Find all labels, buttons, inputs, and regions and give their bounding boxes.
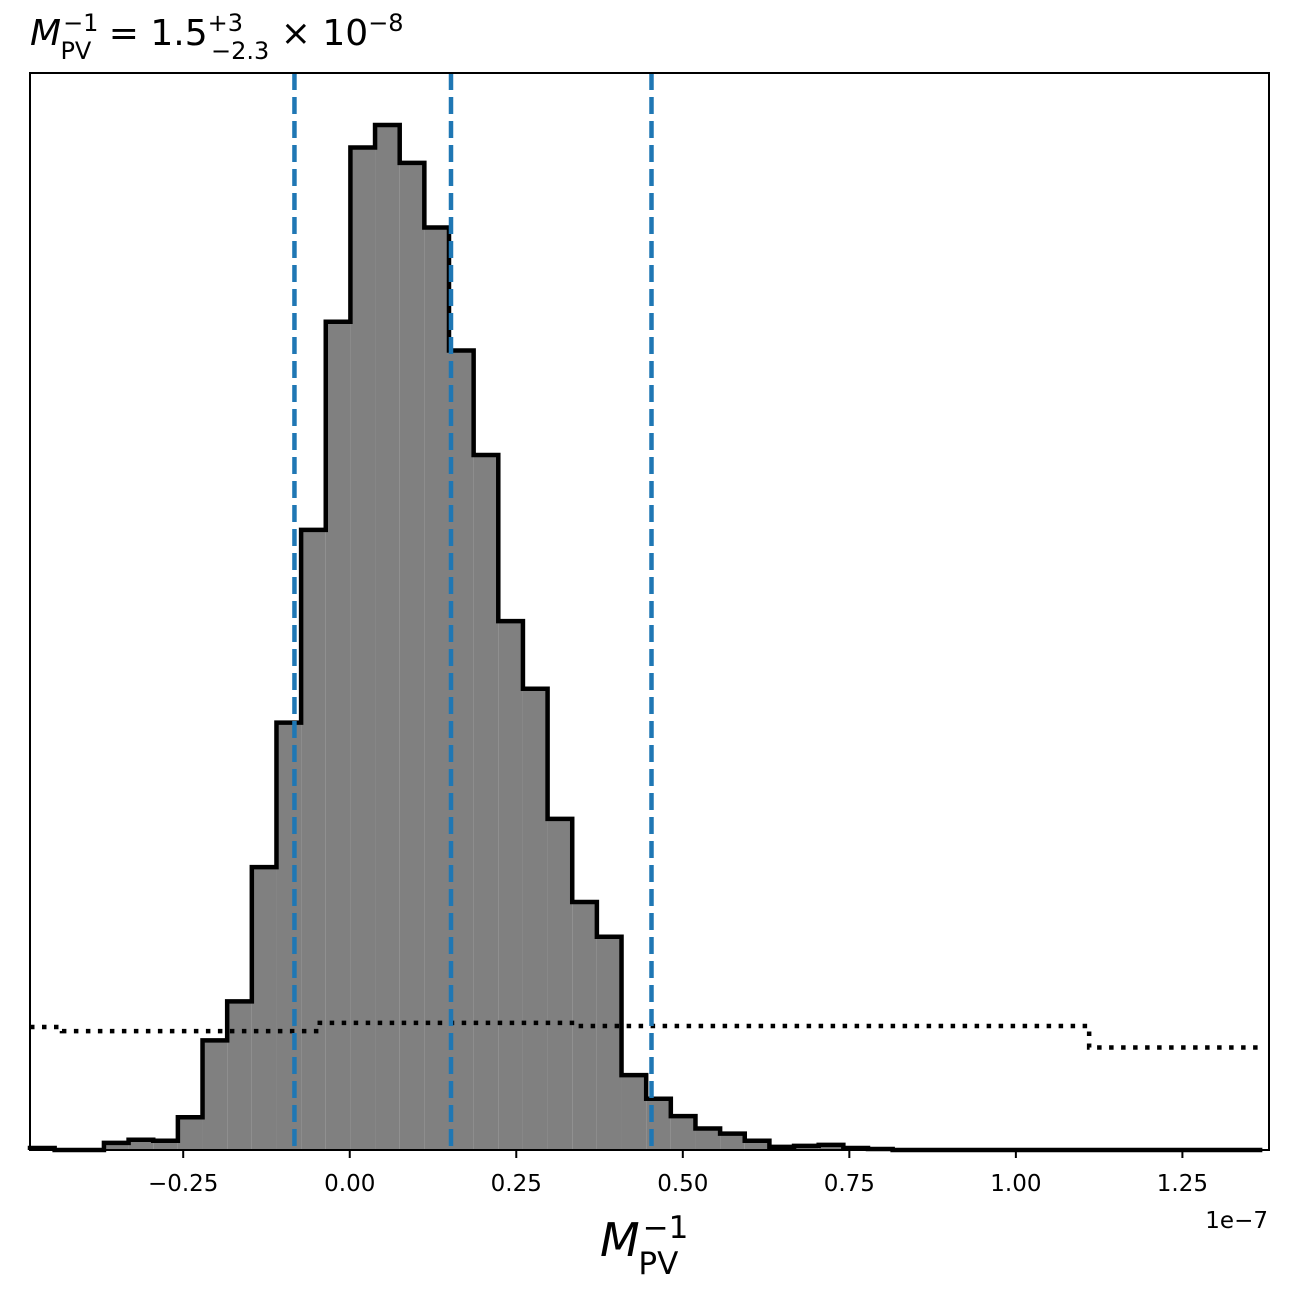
title-value: = 1.5 [97, 13, 207, 54]
prior-curve [30, 1020, 1263, 1050]
prior-line [30, 1020, 1263, 1050]
histogram-bar [325, 321, 351, 1150]
histogram-bar [720, 1133, 745, 1150]
title-symbol-sub: PV [60, 37, 91, 65]
histogram-bar [202, 1040, 228, 1150]
histogram-bar [473, 455, 499, 1150]
x-tick-label: 0.25 [491, 1171, 542, 1197]
x-tick-label: 0.75 [824, 1171, 875, 1197]
xlabel-symbol: M [600, 1213, 640, 1267]
plot-area [27, 72, 1270, 1153]
title-err-plus: +3 [208, 9, 243, 37]
xlabel-sub: PV [638, 1246, 678, 1282]
histogram-bar [547, 818, 573, 1150]
x-tick-label: −0.25 [148, 1171, 218, 1197]
chart-title: M−1 PV = 1.5+3 −2.3 × 10−8 [30, 9, 404, 65]
histogram-bar [399, 162, 425, 1151]
x-axis-ticks: −0.25 0.00 0.25 0.50 0.75 1.00 1.25 [148, 1150, 1208, 1197]
histogram-bar [424, 227, 449, 1150]
title-symbol: M [30, 13, 61, 54]
x-tick-label: 1.25 [1157, 1171, 1208, 1197]
histogram-bar [818, 1144, 844, 1150]
histogram-bar [350, 147, 376, 1151]
histogram-bar [695, 1128, 721, 1150]
title-times: × 10 [269, 13, 368, 54]
histogram-bar [227, 1001, 252, 1150]
histogram-bar [276, 722, 302, 1150]
histogram-bar [522, 688, 548, 1150]
histogram-bar [177, 1117, 203, 1150]
quantile-lines [292, 73, 654, 1150]
title-err-minus: −2.3 [211, 37, 269, 65]
histogram-bar [375, 125, 400, 1150]
histogram-bar [744, 1140, 770, 1150]
x-tick-label: 1.00 [990, 1171, 1041, 1197]
histogram-bar [251, 867, 277, 1150]
histogram-bar [153, 1140, 178, 1150]
histogram-bar [670, 1116, 696, 1150]
histogram-bar [128, 1139, 154, 1150]
xlabel-sup: −1 [643, 1210, 689, 1246]
x-offset-label: 1e−7 [1205, 1208, 1268, 1234]
x-axis-label: M−1 PV [600, 1210, 688, 1282]
histogram-bar [621, 1075, 647, 1150]
histogram-bar [498, 621, 523, 1150]
x-tick-label: 0.50 [657, 1171, 708, 1197]
title-exponent: −8 [368, 9, 403, 37]
histogram-bar [301, 529, 326, 1150]
title-symbol-sup: −1 [63, 9, 98, 37]
histogram-bar [103, 1142, 129, 1150]
histogram-bar [596, 936, 622, 1150]
x-tick-label: 0.00 [324, 1171, 375, 1197]
plot-frame [29, 72, 1270, 1151]
